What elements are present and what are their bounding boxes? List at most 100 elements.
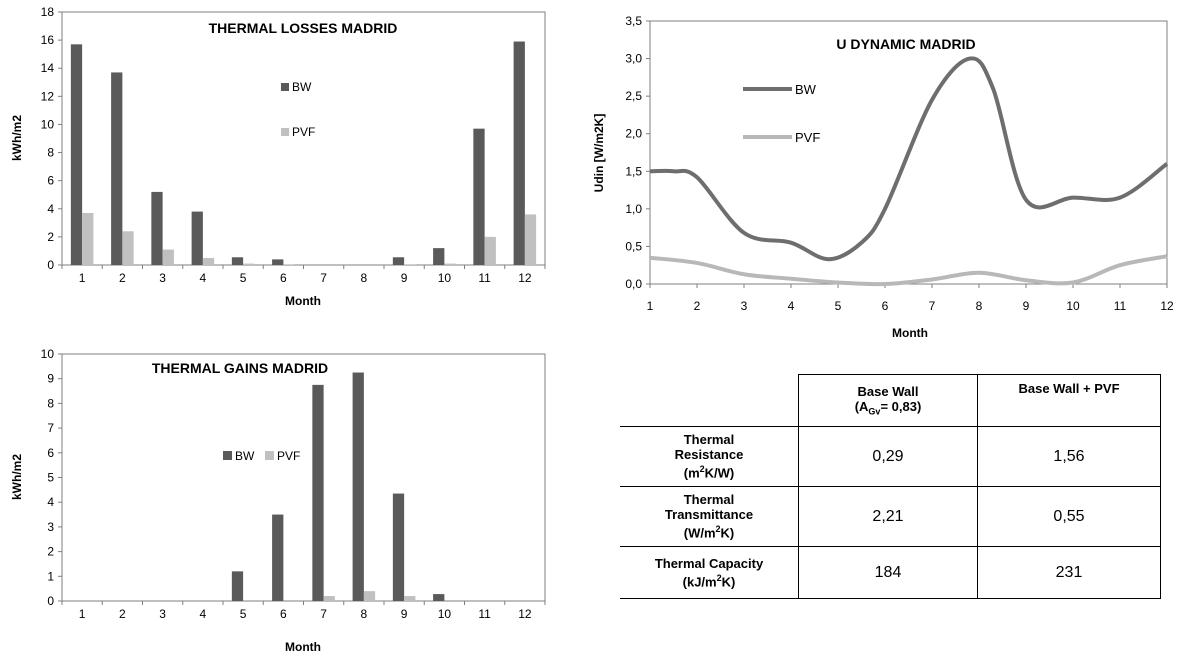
udyn-x-tick-label: 1 [647,299,654,313]
udyn-y-tick-label: 1,5 [625,164,642,178]
row-unit-sup: 2 [699,464,705,475]
losses-x-axis-label: Month [285,294,321,308]
row-header-line1: Thermal [683,492,735,508]
table-header-row: Base Wall (AGv= 0,83) Base Wall + PVF [620,374,1161,427]
losses-bar-pvf [162,249,174,265]
losses-x-tick-label: 11 [478,271,491,285]
losses-y-tick-label: 14 [41,61,55,75]
losses-bar-pvf [283,264,295,265]
gains-legend-swatch-bw [223,451,232,460]
losses-x-tick-label: 10 [438,271,452,285]
losses-bar-pvf [82,212,94,265]
gains-x-tick-label: 8 [361,607,368,621]
losses-legend-swatch-bw [281,83,289,91]
losses-x-tick-label: 8 [361,271,368,285]
udyn-y-tick-label: 0,0 [625,277,642,291]
gains-y-tick-label: 4 [47,495,54,509]
row-header-resistance: Thermal Resistance (m2K/W) [620,426,799,487]
udyn-x-tick-label: 4 [788,299,795,313]
table-row: Thermal Capacity (kJ/m2K) 184 231 [620,546,1161,599]
header-base-wall: Base Wall (AGv= 0,83) [798,374,978,427]
losses-y-tick-label: 16 [41,33,55,47]
losses-x-tick-label: 9 [401,271,408,285]
row-unit-sup: 2 [715,524,721,535]
header-base-wall-line2-post: = 0,83) [880,399,922,415]
losses-bar-bw [392,257,405,265]
udyn-y-tick-label: 3,0 [625,52,642,66]
losses-bar-bw [151,191,163,265]
gains-legend-label-pvf: PVF [277,449,300,463]
udyn-y-tick-label: 1,0 [625,202,642,216]
gains-bar-bw [272,514,284,601]
gains-chart-title: THERMAL GAINS MADRID [152,360,328,376]
udyn-x-tick-label: 11 [1114,299,1127,313]
gains-bar-bw [312,384,324,601]
gains-y-tick-label: 8 [47,396,54,410]
u-dynamic-chart: U DYNAMIC MADRID Udin [W/m2K] Month 0,0 0… [592,14,1174,340]
header-base-wall-pvf: Base Wall + PVF [977,374,1161,427]
udyn-line-bw [649,56,1169,262]
thermal-gains-chart: THERMAL GAINS MADRID kWh/m2 Month 012345… [10,347,546,653]
udyn-y-tick-label: 0,5 [625,239,642,253]
losses-x-tick-label: 7 [320,271,327,285]
losses-x-tick-label: 12 [518,271,532,285]
gains-y-tick-label: 0 [47,594,54,608]
udyn-x-tick-label: 7 [929,299,936,313]
gains-legend-label-bw: BW [235,449,255,463]
gains-y-tick-label: 9 [47,372,54,386]
gains-bar-bw [231,571,244,601]
udyn-x-axis-label: Month [892,326,928,340]
losses-x-tick-label: 2 [119,271,126,285]
gains-bar-pvf [404,596,416,601]
gains-x-tick-label: 9 [401,607,408,621]
udyn-x-tick-label: 6 [882,299,889,313]
gains-bar-bw [433,594,445,601]
gains-bar-bw [352,372,364,601]
losses-y-tick-label: 0 [47,258,54,272]
losses-bar-pvf [122,231,134,265]
row-header-line1: Thermal Capacity [654,555,764,571]
losses-bar-bw [513,41,525,266]
gains-y-tick-label: 7 [47,421,54,435]
row-unit-post: K) [720,525,735,541]
udyn-y-axis-label: Udin [W/m2K] [592,114,606,193]
losses-bar-bw [473,128,485,265]
header-base-wall-line1: Base Wall [857,384,919,400]
gains-x-tick-label: 12 [518,607,532,621]
row-unit-pre: (W/m [683,525,716,541]
losses-chart-title: THERMAL LOSSES MADRID [209,20,398,36]
losses-bar-pvf [524,214,537,265]
losses-x-tick-label: 3 [159,271,166,285]
gains-x-tick-label: 10 [438,607,452,621]
cell-transmittance-pvf: 0,55 [977,486,1161,547]
losses-y-tick-label: 10 [41,117,55,131]
row-unit-post: K) [721,574,736,590]
losses-bar-bw [272,259,284,265]
losses-bar-bw [111,72,123,265]
losses-bar-pvf [484,236,496,265]
losses-bar-bw [191,211,203,265]
udyn-x-tick-label: 2 [694,299,701,313]
udyn-x-tick-label: 9 [1023,299,1030,313]
row-header-line2: Transmittance [664,507,754,523]
udyn-y-tick-label: 2,5 [625,89,642,103]
gains-x-tick-label: 2 [119,607,126,621]
gains-plot-frame [61,353,546,602]
row-header-line1: Thermal [683,432,735,448]
losses-bar-pvf [243,263,255,265]
row-header-capacity: Thermal Capacity (kJ/m2K) [620,546,799,599]
table-corner-cell [620,374,799,427]
losses-bar-pvf [202,257,215,265]
cell-resistance-base: 0,29 [798,426,978,487]
udyn-line-pvf [649,254,1168,287]
losses-x-tick-label: 1 [79,271,86,285]
losses-bar-pvf [444,263,456,265]
table-row: Thermal Transmittance (W/m2K) 2,21 0,55 [620,486,1161,547]
gains-x-tick-label: 3 [159,607,166,621]
losses-y-tick-label: 12 [41,89,55,103]
losses-x-tick-label: 4 [200,271,207,285]
row-unit-pre: (kJ/m [682,574,717,590]
row-unit-pre: (m [683,465,700,481]
losses-bar-bw [433,248,445,265]
losses-legend-swatch-pvf [281,128,289,136]
